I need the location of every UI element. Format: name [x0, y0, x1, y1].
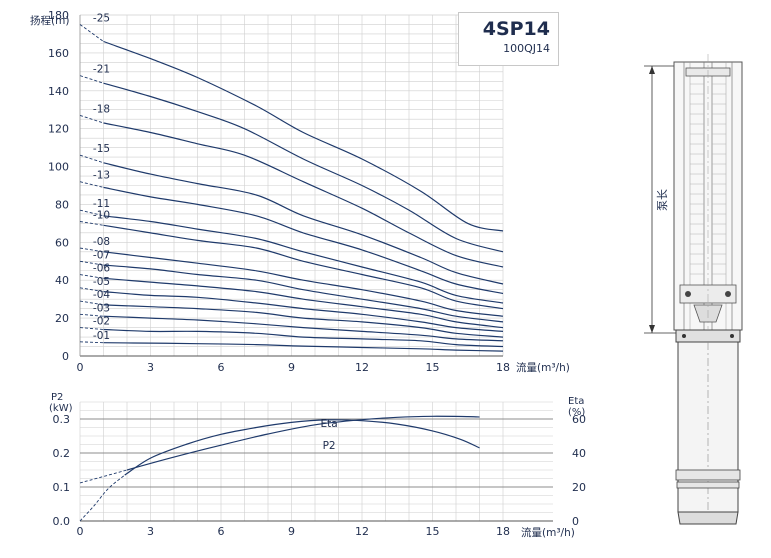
y-tick-label-right: 60 [572, 413, 586, 426]
x-tick-label: 9 [288, 361, 295, 374]
stage-label: -04 [93, 289, 110, 301]
head-curve [103, 186, 504, 295]
y-tick-label-left: 0.0 [53, 515, 71, 528]
curve-dashed-start [79, 260, 104, 266]
head-curve [103, 82, 504, 253]
x-axis-title: 流量(m³/h) [521, 526, 575, 539]
curve-dashed-start [79, 274, 104, 279]
curve-dashed-start [79, 287, 104, 293]
eta-curve [124, 419, 480, 476]
x-tick-label: 15 [426, 525, 440, 538]
curve-dashed-start [79, 221, 104, 226]
stage-label: -08 [93, 236, 110, 248]
y-left-title: P2 [51, 392, 63, 403]
y-axis-title: 扬程(m) [30, 14, 69, 27]
curve-dashed-start [79, 209, 104, 217]
x-tick-label: 0 [77, 361, 84, 374]
stage-label: -15 [93, 143, 110, 155]
x-tick-label: 9 [288, 525, 295, 538]
x-tick-label: 12 [355, 361, 369, 374]
stage-label: -25 [93, 12, 110, 24]
stage-label: -10 [93, 209, 110, 221]
p2-curve-label: P2 [323, 440, 336, 452]
head-curve [103, 162, 504, 285]
stage-label: -07 [93, 249, 110, 261]
head-curve [103, 304, 504, 338]
y-right-unit: (%) [568, 407, 585, 418]
y-tick-label-right: 20 [572, 481, 586, 494]
head-flow-chart: 0 3 6 9 12 15 18020406080100120140160180扬程(m)流… [30, 9, 570, 374]
model-subtitle: 100QJ14 [503, 42, 550, 55]
stage-label: -21 [93, 64, 110, 76]
curve-dashed-start [79, 154, 104, 164]
y-tick-label-right: 40 [572, 447, 586, 460]
head-curve [103, 224, 504, 310]
head-curve [103, 40, 504, 232]
y-tick-label: 160 [48, 47, 69, 60]
y-tick-label-right: 0 [572, 515, 579, 528]
stage-label: -13 [93, 170, 110, 182]
stage-label: -01 [93, 330, 110, 342]
p2-curve [126, 415, 480, 471]
y-tick-label: 40 [55, 274, 69, 287]
x-tick-label: 3 [147, 361, 154, 374]
y-tick-label: 20 [55, 312, 69, 325]
power-efficiency-chart: 0 3 6 9 12 15 180.00.10.20.30204060P2(kW)Eta(%… [49, 392, 586, 539]
y-tick-label-left: 0.2 [53, 447, 71, 460]
stage-label: -11 [93, 198, 110, 210]
head-curve [103, 215, 504, 304]
head-curve [103, 277, 504, 329]
model-title: 4SP14 [482, 18, 550, 40]
y-tick-label: 120 [48, 123, 69, 136]
y-right-title: Eta [568, 396, 584, 407]
y-tick-label: 100 [48, 161, 69, 174]
head-curve [103, 122, 504, 268]
model-title-box: 4SP14 100QJ14 [458, 12, 559, 66]
curve-dashed-start [79, 114, 104, 124]
head-curve [103, 315, 504, 342]
curve-dashed-start [79, 313, 104, 317]
x-tick-label: 12 [355, 525, 369, 538]
x-tick-label: 18 [496, 361, 510, 374]
head-curve [103, 291, 504, 332]
stage-label: -02 [93, 316, 110, 328]
x-tick-label: 0 [77, 525, 84, 538]
x-tick-label: 6 [218, 525, 225, 538]
pump-length-label: 泵长 [656, 189, 669, 211]
x-tick-label: 3 [147, 525, 154, 538]
curve-dashed-start [79, 341, 104, 344]
stage-label: -03 [93, 302, 110, 314]
curve-dashed-start [79, 300, 104, 306]
y-tick-label: 0 [62, 350, 69, 363]
curve-dashed-start [79, 75, 104, 84]
eta-curve-label: Eta [321, 418, 338, 430]
head-curve [103, 328, 504, 348]
curve-dashed-start [79, 181, 104, 188]
y-left-unit: (kW) [49, 403, 73, 414]
pump-drawing: 泵长 [644, 54, 743, 525]
x-tick-label: 15 [426, 361, 440, 374]
x-tick-label: 18 [496, 525, 510, 538]
p2-dashed [79, 469, 128, 484]
head-curve [103, 342, 504, 352]
y-tick-label-left: 0.1 [53, 481, 71, 494]
stage-label: -05 [93, 276, 110, 288]
y-tick-label: 80 [55, 198, 69, 211]
x-tick-label: 6 [218, 361, 225, 374]
curve-dashed-start [79, 24, 104, 42]
y-tick-label: 180 [48, 9, 69, 22]
y-tick-label: 140 [48, 85, 69, 98]
y-tick-label: 60 [55, 236, 69, 249]
x-axis-title: 流量(m³/h) [516, 361, 570, 374]
y-tick-label-left: 0.3 [53, 413, 71, 426]
stage-label: -18 [93, 103, 110, 115]
curve-dashed-start [79, 327, 104, 330]
head-curve [103, 264, 504, 323]
head-curve [103, 251, 504, 317]
eta-dashed [79, 474, 125, 522]
stage-label: -06 [93, 263, 110, 275]
curve-dashed-start [79, 247, 104, 253]
